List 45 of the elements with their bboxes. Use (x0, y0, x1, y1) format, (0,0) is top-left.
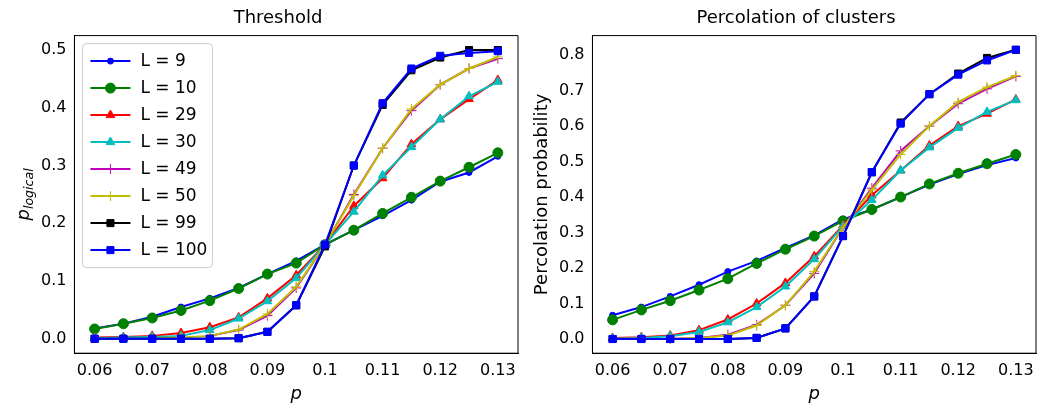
legend-label: L = 100 (140, 238, 208, 259)
legend-label: L = 50 (140, 184, 197, 205)
chart-title: Threshold (232, 6, 323, 28)
x-tick-label: 0.13 (998, 359, 1034, 379)
x-tick-label: 0.11 (882, 359, 919, 379)
x-tick-label: 0.13 (480, 359, 516, 379)
legend-label: L = 29 (140, 103, 197, 124)
x-tick-label: 0.09 (249, 359, 286, 379)
x-tick-label: 0.1 (830, 359, 856, 379)
y-tick-label: 0.6 (558, 115, 585, 135)
y-tick-label: 0.3 (558, 221, 585, 241)
legend-label: L = 9 (140, 49, 186, 70)
y-tick-label: 0.2 (558, 257, 585, 277)
x-tick-label: 0.08 (192, 359, 228, 379)
x-tick-label: 0.06 (594, 359, 631, 379)
x-tick-label: 0.1 (312, 359, 338, 379)
y-tick-label: 0.4 (40, 96, 67, 116)
legend-label: L = 49 (140, 157, 197, 178)
y-tick-label: 0.0 (40, 327, 67, 347)
legend-label: L = 10 (140, 76, 197, 97)
y-axis-title: plogical (12, 167, 37, 222)
x-tick-label: 0.09 (767, 359, 804, 379)
x-axis-title: p (807, 381, 820, 403)
x-tick-label: 0.08 (710, 359, 746, 379)
y-tick-label: 0.0 (558, 328, 585, 348)
y-tick-label: 0.2 (40, 212, 67, 232)
y-tick-label: 0.5 (40, 39, 67, 59)
y-tick-label: 0.1 (558, 292, 585, 312)
y-tick-label: 0.8 (558, 44, 585, 64)
x-axis-title: p (289, 381, 302, 403)
y-axis-title: Percolation probability (530, 93, 552, 296)
x-tick-label: 0.06 (76, 359, 113, 379)
legend-label: L = 99 (140, 211, 197, 232)
legend-label: L = 30 (140, 130, 197, 151)
y-tick-label: 0.4 (558, 186, 585, 206)
x-tick-label: 0.11 (364, 359, 401, 379)
x-tick-label: 0.12 (940, 359, 977, 379)
chart-title: Percolation of clusters (696, 6, 896, 28)
y-tick-label: 0.1 (40, 270, 67, 290)
y-tick-label: 0.5 (558, 150, 585, 170)
x-tick-label: 0.07 (652, 359, 689, 379)
x-tick-label: 0.12 (422, 359, 459, 379)
y-tick-label: 0.7 (558, 79, 585, 99)
y-tick-label: 0.3 (40, 154, 67, 174)
x-tick-label: 0.07 (134, 359, 171, 379)
